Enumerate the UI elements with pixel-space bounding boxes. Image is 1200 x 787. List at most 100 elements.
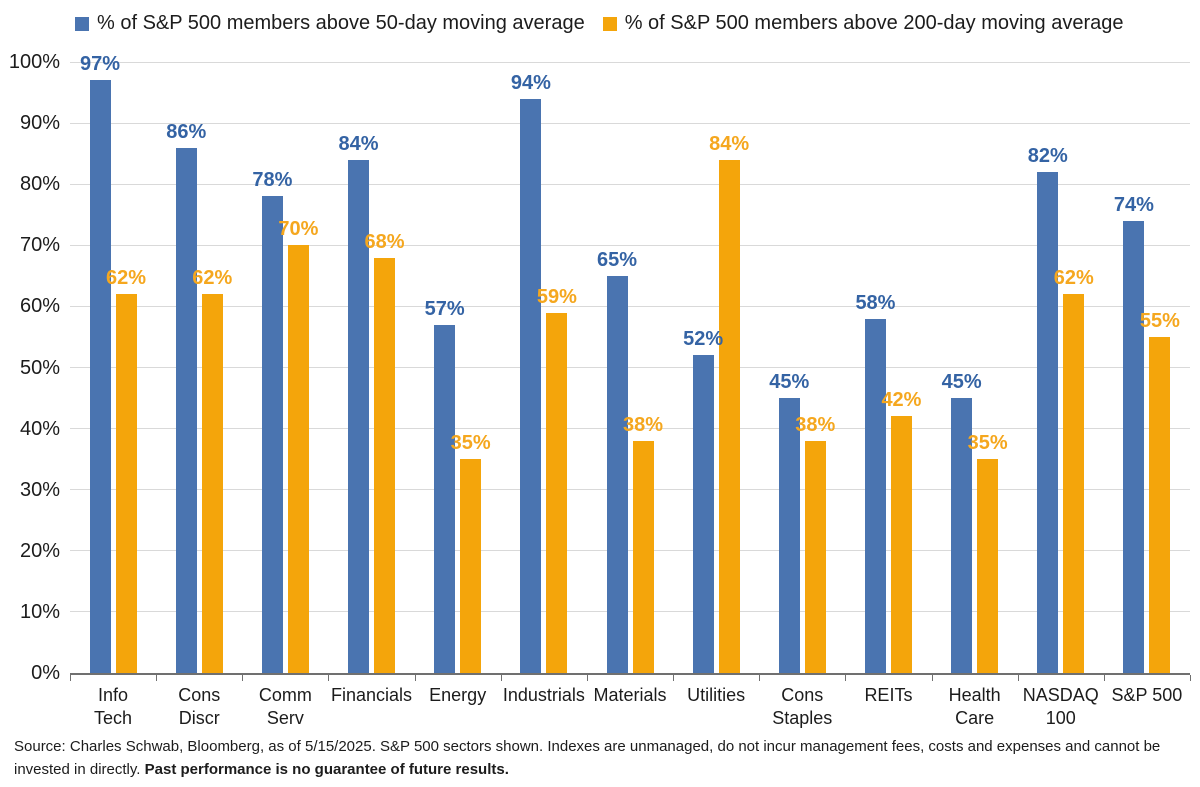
bar-200day [718,159,740,673]
bar-50day [692,355,714,673]
value-label-50day: 94% [510,71,551,94]
bar-200day [890,416,912,673]
bar-200day [460,459,482,673]
x-axis-category-label: Financials [317,684,427,707]
bar-200day [546,312,568,673]
category-label-line: Utilities [687,685,746,705]
x-axis-category-label: S&P 500 [1092,684,1200,707]
y-axis-tick-label: 10% [19,600,60,623]
value-label-50day: 78% [252,169,293,192]
legend-swatch-50day-icon [75,16,89,31]
x-axis-category-label: Energy [403,684,513,707]
value-label-50day: 74% [1113,193,1154,216]
bar-50day [261,196,283,673]
x-axis-tick [586,675,588,681]
x-axis-tick [414,675,416,681]
value-label-200day: 59% [536,285,577,308]
bar-50day [606,275,628,673]
legend-label-200day: % of S&P 500 members above 200-day movin… [624,12,1124,34]
category-label-line: 100 [1045,708,1076,728]
bar-50day [864,318,886,673]
bar-200day [804,440,826,673]
bar-50day [434,324,456,673]
y-axis-tick-label: 20% [19,539,60,562]
x-axis-tick [931,675,933,681]
value-label-200day: 38% [795,413,836,436]
gridline [70,367,1190,368]
category-label-line: Care [955,708,995,728]
category-label-line: Energy [429,685,487,705]
legend-item-200day-ma: % of S&P 500 members above 200-day movin… [602,12,1124,35]
category-label-line: Industrials [502,685,585,705]
value-label-200day: 38% [622,413,664,436]
value-label-200day: 70% [278,218,319,241]
x-axis-tick [156,675,158,681]
x-axis-tick [673,675,675,681]
category-label-line: S&P 500 [1111,685,1183,705]
legend-label-50day: % of S&P 500 members above 50-day moving… [97,12,585,34]
value-label-50day: 45% [941,371,982,394]
x-axis-category-label: NASDAQ 100 [1006,684,1116,730]
bar-50day [1123,220,1145,673]
x-axis-tick [845,675,847,681]
value-label-200day: 55% [1139,309,1180,332]
bar-200day [1149,336,1171,673]
value-label-50day: 45% [769,371,810,394]
bar-200day [201,294,223,673]
y-axis-tick-label: 70% [19,234,60,257]
category-label-line: Staples [772,708,833,728]
value-label-200day: 42% [881,389,922,412]
bar-50day [520,98,542,673]
bar-200day [632,440,654,673]
category-label-line: Info [98,685,129,705]
category-label-line: Cons [781,685,824,705]
legend-item-50day-ma: % of S&P 500 members above 50-day moving… [75,12,585,35]
x-axis-category-label: Industrials [489,684,599,707]
value-label-50day: 57% [424,297,465,320]
value-label-50day: 84% [338,132,379,155]
category-label-line: Materials [593,685,667,705]
x-axis-line [70,673,1190,675]
category-label-line: Tech [94,708,133,728]
y-axis-tick-label: 0% [31,662,60,684]
x-axis-category-label: Cons Discr [144,684,254,730]
gridline [70,244,1190,246]
legend-swatch-200day-icon [602,16,617,31]
category-label-line: NASDAQ [1022,685,1099,705]
value-label-200day: 84% [709,132,750,155]
value-label-50day: 97% [80,53,121,76]
x-axis-tick [759,675,761,681]
category-label-line: Serv [266,708,304,728]
bar-50day [175,147,197,673]
gridline [70,122,1190,124]
value-label-200day: 35% [450,432,491,455]
category-label-line: Comm [258,685,312,705]
value-label-50day: 52% [683,328,724,351]
category-label-line: Cons [178,685,221,705]
category-label-line: Discr [178,708,220,728]
bar-50day [89,80,111,673]
x-axis-category-label: Health Care [920,684,1030,730]
y-axis-tick-label: 40% [19,417,60,440]
y-axis-tick-label: 30% [19,478,60,501]
disclaimer-bold-text: Past performance is no guarantee of futu… [144,760,509,778]
x-axis-tick [242,675,244,681]
y-axis-tick-label: 60% [19,295,60,318]
y-axis-tick-label: 90% [19,112,60,135]
x-axis-tick [1190,675,1191,681]
bar-200day [287,245,309,673]
bar-50day [348,159,370,673]
value-label-200day: 62% [192,267,233,290]
source-text: Source: Charles Schwab, Bloomberg, as of… [14,738,1161,778]
bar-50day [951,398,973,673]
x-axis-category-label: REITs [833,684,943,707]
x-axis-category-label: Materials [575,684,685,707]
gridline [70,489,1190,491]
value-label-50day: 86% [166,120,207,143]
x-axis-category-label: Cons Staples [747,684,857,730]
y-axis-tick-label: 50% [19,356,60,379]
bar-200day [115,294,137,673]
category-label-line: Health [948,685,1001,705]
